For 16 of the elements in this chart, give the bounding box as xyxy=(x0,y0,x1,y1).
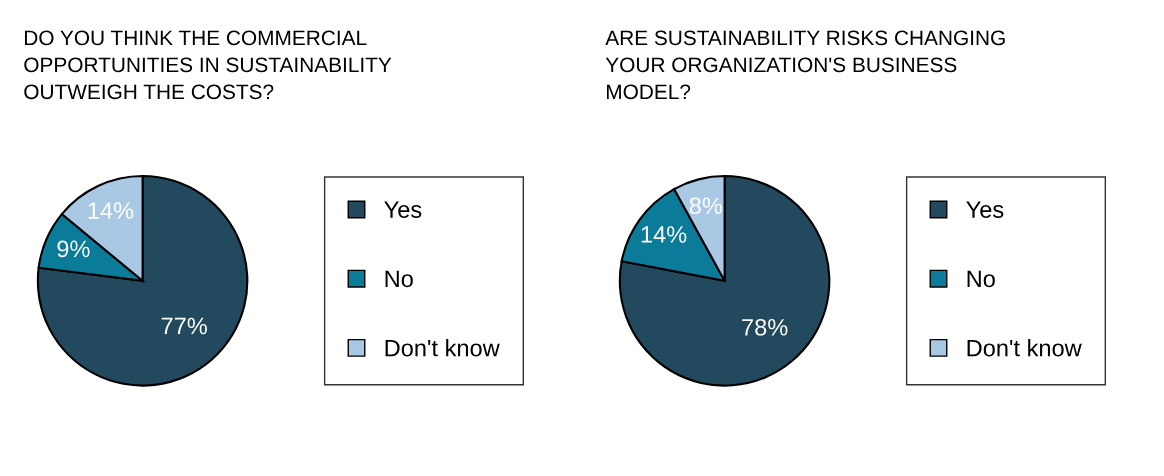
legend-label: Yes xyxy=(966,201,1004,218)
legend-label: Yes xyxy=(384,201,422,218)
legend-label: Don't know xyxy=(385,339,500,357)
legend-label: No xyxy=(385,270,413,288)
data-label: 9% xyxy=(57,240,90,258)
chart-title: ARE SUSTAINABILITY RISKS CHANGING YOUR ORGANIZATION'S BUSINESS MODEL? xyxy=(605,30,1005,100)
data-label: 8% xyxy=(689,197,723,215)
legend-label: No xyxy=(967,270,995,288)
data-label: 14% xyxy=(88,202,134,219)
legend-label: Don't know xyxy=(967,339,1082,357)
pie-slice xyxy=(618,175,831,387)
pie-slice xyxy=(36,175,249,387)
data-label: 77% xyxy=(161,317,207,335)
data-label: 78% xyxy=(742,318,788,336)
chart-title: DO YOU THINK THE COMMERCIAL OPPORTUNITIES IN SUSTAINABILITY OUTWEIGH THE COSTS? xyxy=(24,30,392,100)
data-label: 14% xyxy=(641,226,687,243)
